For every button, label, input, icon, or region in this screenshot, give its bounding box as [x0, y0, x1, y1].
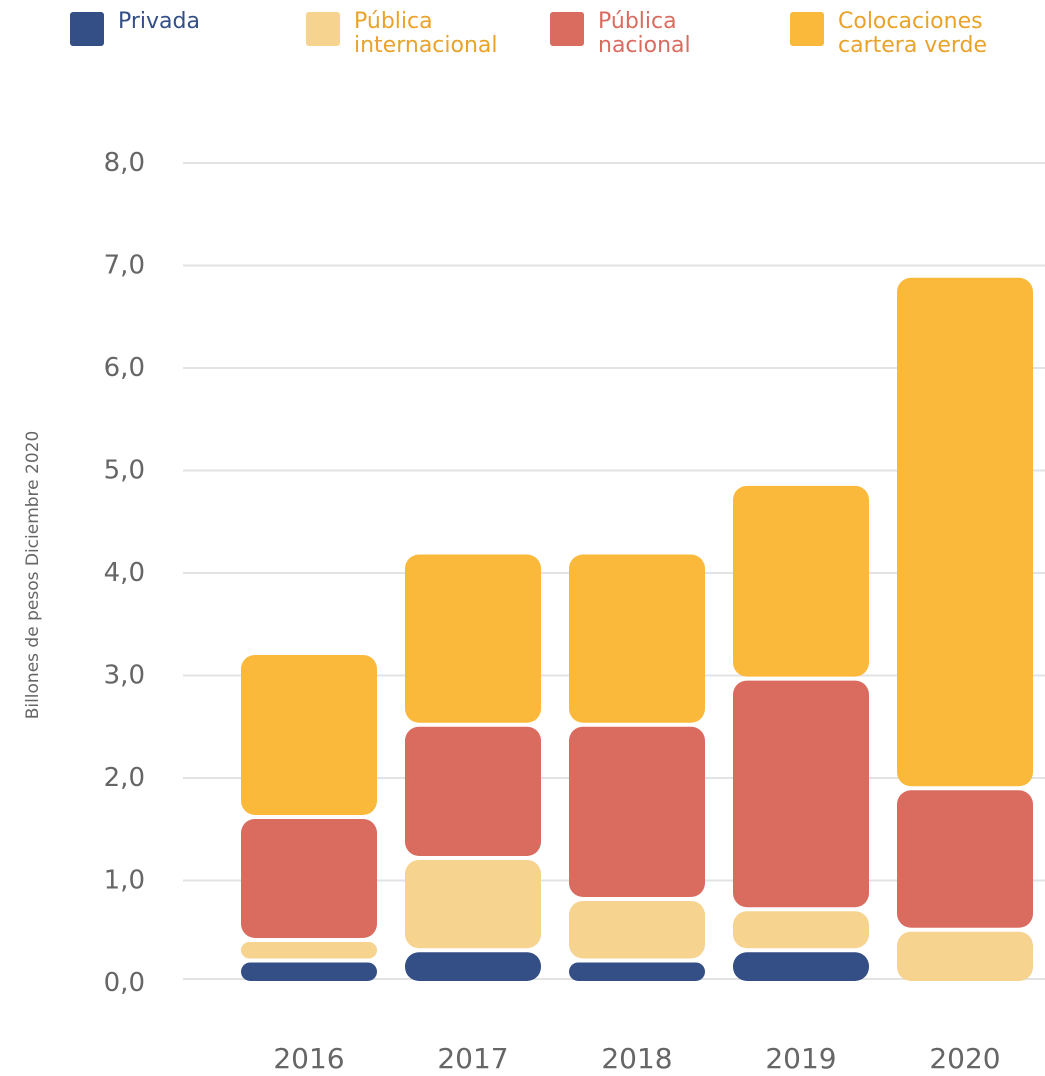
y-tick-label: 7,0 [104, 251, 145, 281]
legend-label: Colocaciones cartera verde [838, 10, 987, 58]
legend-item: Privada [70, 10, 200, 46]
bar-segment-publica-internacional-2018 [569, 900, 705, 959]
bar-segment-privada-2017 [405, 952, 541, 981]
legend-item: Pública nacional [550, 10, 691, 58]
legend-label-line: Privada [118, 9, 200, 34]
legend-label-line: Pública [598, 9, 677, 34]
x-tick-label: 2017 [437, 1042, 508, 1075]
y-tick-label: 8,0 [104, 148, 145, 178]
legend-swatch [70, 12, 104, 46]
y-tick-label: 2,0 [104, 763, 145, 793]
x-tick-label: 2020 [929, 1042, 1000, 1075]
bar-segment-colocaciones-cartera-verde-2018 [569, 554, 705, 723]
y-tick-label: 4,0 [104, 558, 145, 588]
bar-segment-colocaciones-cartera-verde-2016 [241, 654, 377, 815]
y-tick-label: 1,0 [104, 866, 145, 896]
y-tick-label: 5,0 [104, 456, 145, 486]
y-tick-label: 0,0 [104, 968, 145, 998]
bar-segment-colocaciones-cartera-verde-2019 [733, 485, 869, 677]
legend-label-line: internacional [354, 33, 498, 58]
bar-segment-publica-internacional-2020 [897, 931, 1033, 981]
bar-segment-publica-internacional-2019 [733, 911, 869, 949]
legend-label-line: Colocaciones [838, 9, 983, 34]
bar-segment-privada-2018 [569, 962, 705, 981]
legend-swatch [550, 12, 584, 46]
legend-label-line: cartera verde [838, 33, 988, 58]
bar-segment-publica-nacional-2016 [241, 818, 377, 938]
bar-segment-colocaciones-cartera-verde-2017 [405, 554, 541, 723]
x-tick-label: 2016 [273, 1042, 344, 1075]
y-axis-title: Billones de pesos Diciembre 2020 [23, 431, 43, 720]
legend-item: Colocaciones cartera verde [790, 10, 987, 58]
bar-segment-publica-nacional-2017 [405, 726, 541, 856]
legend-item: Pública internacional [306, 10, 498, 58]
legend-label: Privada [118, 10, 200, 34]
bar-segment-publica-nacional-2019 [733, 680, 869, 908]
bar-segment-privada-2016 [241, 962, 377, 981]
y-tick-label: 6,0 [104, 353, 145, 383]
legend-label: Pública internacional [354, 10, 498, 58]
legend-label-line: nacional [598, 33, 691, 58]
bar-segment-colocaciones-cartera-verde-2020 [897, 277, 1033, 787]
legend-swatch [306, 12, 340, 46]
legend-label-line: Pública [354, 9, 433, 34]
x-tick-label: 2019 [765, 1042, 836, 1075]
y-tick-label: 3,0 [104, 661, 145, 691]
x-tick-label: 2018 [601, 1042, 672, 1075]
bar-segment-privada-2019 [733, 952, 869, 981]
bar-segment-publica-internacional-2017 [405, 859, 541, 949]
bar-segment-publica-internacional-2016 [241, 941, 377, 959]
legend-swatch [790, 12, 824, 46]
bar-segment-publica-nacional-2018 [569, 726, 705, 897]
bar-segment-publica-nacional-2020 [897, 790, 1033, 928]
legend-label: Pública nacional [598, 10, 691, 58]
